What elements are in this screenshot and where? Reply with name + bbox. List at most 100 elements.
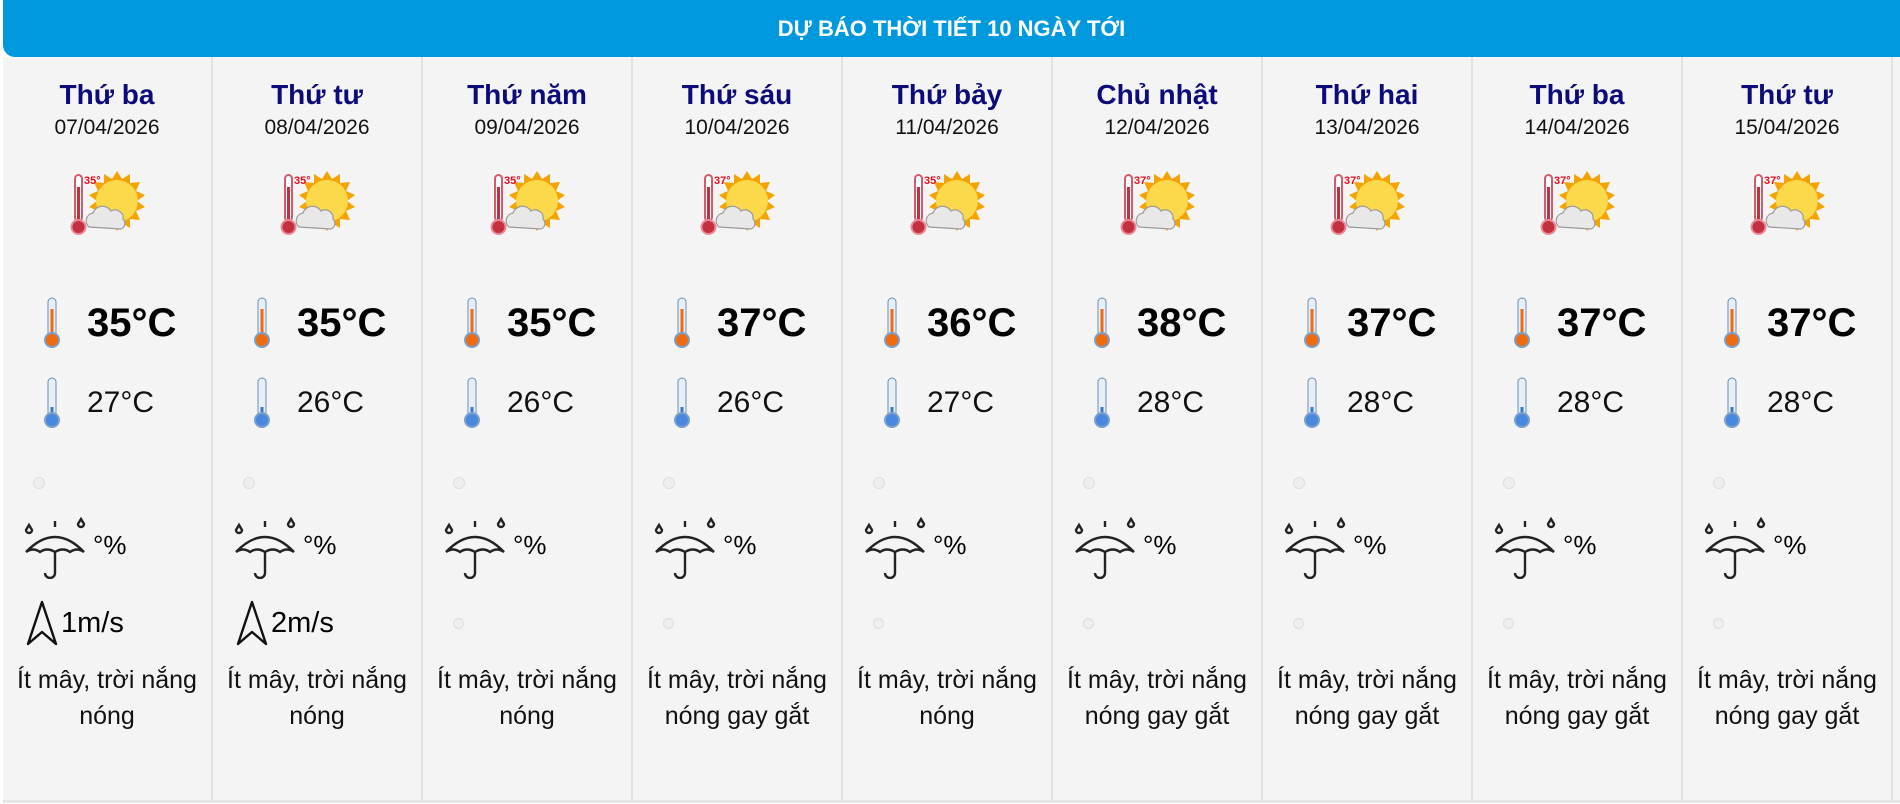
- day-column: Thứ hai 13/04/2026 37° 37°C 28°C °%: [1263, 57, 1473, 800]
- min-temp: 28°C: [1303, 377, 1414, 429]
- max-temp-value: 37°C: [1347, 300, 1437, 345]
- max-temp-value: 38°C: [1137, 300, 1227, 345]
- umbrella-icon: [1704, 517, 1766, 579]
- rain-chance: °%: [1703, 517, 1807, 579]
- umbrella-icon: [864, 517, 926, 579]
- thermometer-cold-icon: [44, 377, 60, 428]
- thermometer-hot-icon: [1094, 297, 1110, 348]
- day-date: 08/04/2026: [264, 116, 370, 139]
- weather-description: Ít mây, trời nắng nóng: [437, 666, 617, 730]
- rain-value: °%: [1773, 529, 1807, 560]
- max-temp: 35°C: [253, 297, 386, 349]
- rain-percent: %: [103, 529, 127, 560]
- rain-percent: %: [1153, 529, 1177, 560]
- thermometer-cold-icon: [1514, 377, 1530, 428]
- day-name: Thứ sáu: [681, 79, 793, 110]
- min-temp: 27°C: [883, 377, 994, 429]
- thermometer-hot-icon: [1514, 297, 1530, 348]
- hot-sun-cloud-icon: 35°: [910, 171, 985, 235]
- rain-percent: %: [733, 529, 757, 560]
- weather-description: Ít mây, trời nắng nóng gay gắt: [647, 666, 827, 730]
- thermometer-cold-icon: [674, 377, 690, 428]
- rain-chance: °%: [1283, 517, 1387, 579]
- wind-value: 1m/s: [61, 606, 124, 639]
- thermometer-hot-icon: [884, 297, 900, 348]
- max-temp: 37°C: [673, 297, 806, 349]
- thermometer-cold-icon: [254, 377, 270, 428]
- max-temp-value: 35°C: [507, 300, 597, 345]
- day-name: Thứ tư: [1741, 79, 1833, 110]
- rain-value: °%: [1563, 529, 1597, 560]
- weather-description: Ít mây, trời nắng nóng gay gắt: [1697, 666, 1877, 730]
- min-temp: 28°C: [1513, 377, 1624, 429]
- max-temp-value: 36°C: [927, 300, 1017, 345]
- min-temp: 28°C: [1093, 377, 1204, 429]
- placeholder-dot-icon: [453, 477, 465, 489]
- max-temp-value: 35°C: [297, 300, 387, 345]
- thermometer-hot-icon: [254, 297, 270, 348]
- min-temp-value: 27°C: [927, 386, 995, 419]
- day-name: Thứ năm: [467, 79, 587, 110]
- wind-value: 2m/s: [271, 606, 334, 639]
- day-name: Thứ hai: [1315, 79, 1419, 110]
- weather-description: Ít mây, trời nắng nóng: [227, 666, 407, 730]
- rain-value: °%: [723, 529, 757, 560]
- day-date: 15/04/2026: [1734, 116, 1840, 139]
- max-temp-value: 35°C: [87, 300, 177, 345]
- umbrella-icon: [1494, 517, 1556, 579]
- placeholder-dot-icon: [873, 477, 885, 489]
- max-temp: 35°C: [43, 297, 176, 349]
- placeholder-dot-icon: [873, 618, 884, 629]
- day-date: 13/04/2026: [1314, 116, 1420, 139]
- rain-value: °%: [933, 529, 967, 560]
- rain-chance: °%: [1073, 517, 1177, 579]
- placeholder-dot-icon: [243, 477, 255, 489]
- placeholder-dot-icon: [1083, 618, 1094, 629]
- max-temp: 37°C: [1513, 297, 1646, 349]
- umbrella-icon: [24, 517, 86, 579]
- hot-sun-cloud-icon: 35°: [490, 171, 565, 235]
- hot-sun-cloud-icon: 37°: [1120, 171, 1195, 235]
- day-name: Thứ bảy: [891, 79, 1003, 110]
- weather-description: Ít mây, trời nắng nóng gay gắt: [1487, 666, 1667, 730]
- day-name: Thứ ba: [1529, 79, 1625, 110]
- max-temp: 38°C: [1093, 297, 1226, 349]
- min-temp-value: 28°C: [1137, 386, 1205, 419]
- thermometer-hot-icon: [44, 297, 60, 348]
- day-date: 09/04/2026: [474, 116, 580, 139]
- rain-chance: °%: [443, 517, 547, 579]
- rain-percent: %: [943, 529, 967, 560]
- umbrella-icon: [444, 517, 506, 579]
- icon-temp-label: 37°: [1554, 175, 1571, 187]
- max-temp-value: 37°C: [717, 300, 807, 345]
- wind: 1m/s: [25, 599, 124, 647]
- wind-direction-icon: [236, 600, 268, 646]
- umbrella-icon: [234, 517, 296, 579]
- day-column: Thứ ba 07/04/2026 35° 35°C 27°C °%: [3, 57, 213, 800]
- rain-value: °%: [1353, 529, 1387, 560]
- day-date: 12/04/2026: [1104, 116, 1210, 139]
- forecast-grid: Thứ ba 07/04/2026 35° 35°C 27°C °%: [3, 57, 1900, 803]
- umbrella-icon: [1074, 517, 1136, 579]
- thermometer-cold-icon: [1094, 377, 1110, 428]
- hot-sun-cloud-icon: 35°: [70, 171, 145, 235]
- weather-description: Ít mây, trời nắng nóng: [857, 666, 1037, 730]
- day-date: 14/04/2026: [1524, 116, 1630, 139]
- hot-sun-cloud-icon: 37°: [1750, 171, 1825, 235]
- placeholder-dot-icon: [1293, 477, 1305, 489]
- placeholder-dot-icon: [453, 618, 464, 629]
- rain-chance: °%: [233, 517, 337, 579]
- day-column: Thứ bảy 11/04/2026 35° 36°C 27°C °%: [843, 57, 1053, 800]
- day-column: Thứ sáu 10/04/2026 37° 37°C 26°C °%: [633, 57, 843, 800]
- hot-sun-cloud-icon: 37°: [1330, 171, 1405, 235]
- hot-sun-cloud-icon: 35°: [280, 171, 355, 235]
- placeholder-dot-icon: [1083, 477, 1095, 489]
- umbrella-icon: [654, 517, 716, 579]
- icon-temp-label: 37°: [1344, 175, 1361, 187]
- day-column: Thứ năm 09/04/2026 35° 35°C 26°C °%: [423, 57, 633, 800]
- icon-temp-label: 35°: [924, 175, 941, 187]
- icon-temp-label: 35°: [504, 175, 521, 187]
- thermometer-hot-icon: [464, 297, 480, 348]
- icon-temp-label: 37°: [1764, 175, 1781, 187]
- min-temp: 28°C: [1723, 377, 1834, 429]
